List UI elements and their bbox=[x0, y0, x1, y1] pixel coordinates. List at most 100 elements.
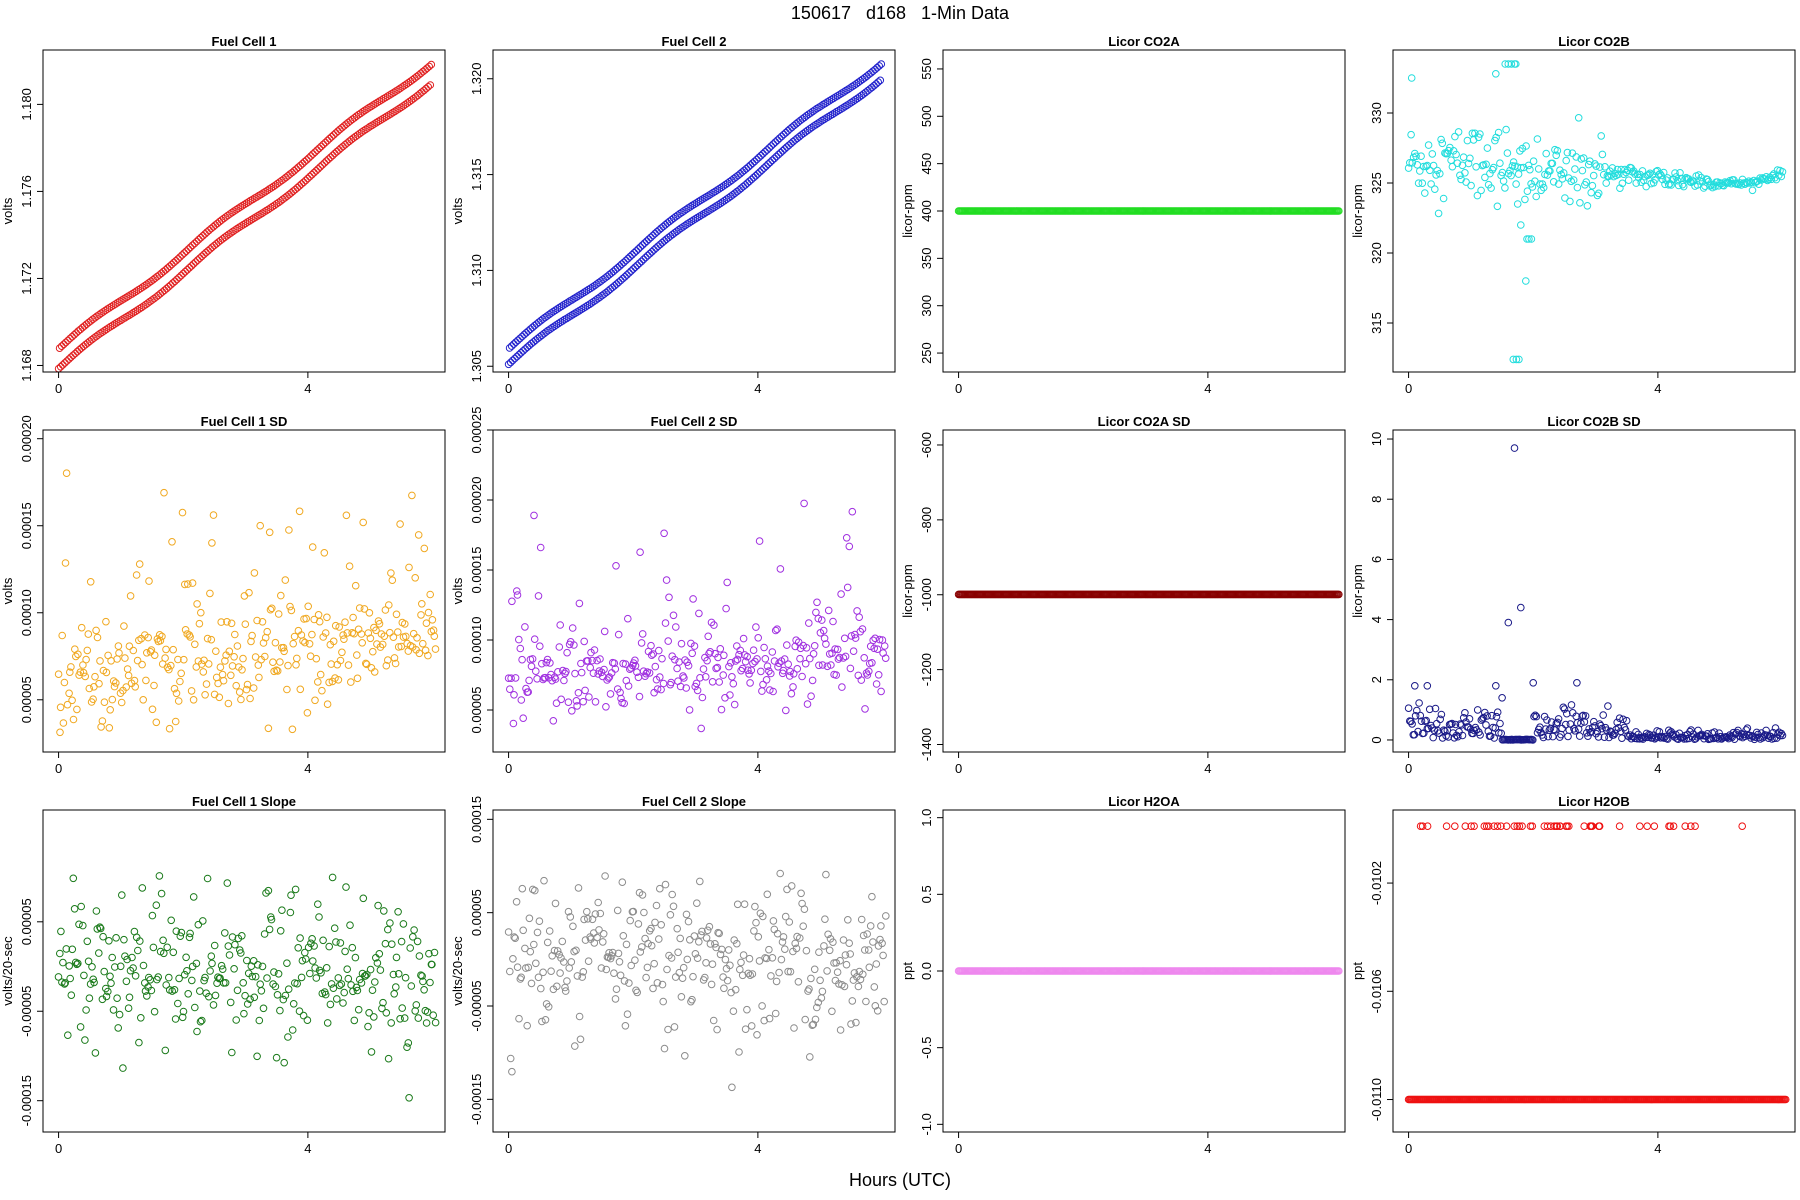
data-point bbox=[521, 944, 529, 953]
data-point bbox=[232, 1016, 240, 1024]
data-point bbox=[176, 932, 185, 941]
data-point bbox=[110, 682, 119, 691]
data-point bbox=[343, 965, 352, 974]
data-point bbox=[807, 974, 815, 983]
data-point bbox=[1673, 176, 1682, 185]
data-point bbox=[507, 674, 515, 683]
data-point bbox=[805, 985, 813, 993]
x-tick-label: 4 bbox=[754, 381, 761, 396]
data-point bbox=[423, 1008, 432, 1016]
data-point bbox=[56, 363, 65, 371]
data-point bbox=[57, 927, 65, 936]
data-point bbox=[325, 678, 333, 687]
data-point bbox=[769, 917, 778, 925]
data-point bbox=[1509, 158, 1518, 166]
data-point bbox=[380, 632, 389, 641]
data-point bbox=[1575, 732, 1584, 740]
data-point bbox=[600, 665, 608, 674]
data-point bbox=[526, 947, 535, 956]
y-axis-label: licor-ppm bbox=[1350, 184, 1365, 237]
y-tick-label: 4 bbox=[1369, 616, 1384, 623]
data-point bbox=[1517, 164, 1525, 172]
data-point bbox=[232, 206, 240, 214]
y-tick-label: 500 bbox=[919, 105, 934, 127]
data-point bbox=[1482, 721, 1490, 729]
data-point bbox=[789, 683, 797, 691]
data-point bbox=[1599, 170, 1608, 179]
data-point bbox=[114, 298, 122, 307]
data-point bbox=[1465, 715, 1474, 723]
data-point bbox=[362, 125, 370, 134]
x-tick-label: 4 bbox=[1204, 761, 1211, 776]
data-point bbox=[546, 659, 554, 667]
data-point bbox=[599, 930, 608, 938]
data-point bbox=[515, 1014, 523, 1023]
data-point bbox=[407, 982, 416, 990]
data-point bbox=[65, 355, 73, 363]
data-point bbox=[717, 705, 726, 714]
data-point bbox=[1558, 724, 1566, 733]
data-point bbox=[96, 923, 104, 932]
data-point bbox=[865, 667, 873, 676]
data-point bbox=[671, 973, 680, 981]
x-tick-label: 0 bbox=[55, 761, 62, 776]
data-point bbox=[307, 152, 315, 160]
data-point bbox=[203, 634, 212, 643]
data-point bbox=[573, 972, 582, 980]
data-point bbox=[594, 898, 603, 907]
data-point bbox=[620, 699, 629, 708]
data-point bbox=[1473, 706, 1482, 714]
y-tick-label: 0.00020 bbox=[469, 477, 484, 524]
data-point bbox=[877, 60, 886, 68]
data-point bbox=[579, 968, 588, 976]
data-point bbox=[1679, 182, 1688, 191]
data-point bbox=[1502, 125, 1510, 134]
data-point bbox=[179, 1007, 188, 1016]
data-point bbox=[579, 304, 588, 313]
x-tick-label: 4 bbox=[754, 1141, 761, 1156]
data-point bbox=[570, 641, 578, 649]
y-tick-label: 1.315 bbox=[469, 158, 484, 191]
data-point bbox=[703, 656, 711, 665]
data-point bbox=[652, 901, 661, 910]
data-point bbox=[365, 1009, 373, 1017]
data-point bbox=[516, 975, 525, 983]
data-point bbox=[1459, 153, 1468, 161]
data-point bbox=[344, 661, 353, 669]
data-point bbox=[659, 997, 668, 1006]
data-point bbox=[737, 666, 745, 675]
y-axis-label: volts bbox=[0, 577, 15, 604]
data-point bbox=[516, 334, 524, 343]
data-point bbox=[1451, 132, 1459, 141]
data-point bbox=[504, 360, 513, 369]
data-point bbox=[511, 354, 519, 363]
data-point bbox=[818, 987, 827, 996]
data-point bbox=[536, 543, 545, 552]
data-point bbox=[406, 944, 415, 952]
data-point bbox=[789, 670, 798, 678]
data-point bbox=[271, 982, 280, 991]
panel-title: Licor CO2A bbox=[1108, 34, 1180, 49]
data-point bbox=[1548, 159, 1557, 168]
data-point bbox=[207, 952, 216, 961]
data-point bbox=[100, 967, 108, 976]
data-point bbox=[722, 604, 730, 613]
data-point bbox=[170, 684, 179, 693]
data-point bbox=[626, 252, 634, 261]
data-point bbox=[117, 316, 125, 325]
data-point bbox=[578, 973, 587, 981]
data-point bbox=[294, 163, 303, 171]
data-point bbox=[392, 610, 401, 619]
y-tick-label: 550 bbox=[919, 58, 934, 80]
data-point bbox=[614, 949, 623, 958]
data-point bbox=[330, 149, 339, 158]
data-point bbox=[1466, 154, 1474, 163]
data-point bbox=[221, 657, 229, 665]
data-point bbox=[136, 937, 144, 945]
data-point bbox=[403, 1043, 411, 1051]
data-point bbox=[861, 705, 869, 713]
data-point bbox=[64, 336, 72, 345]
data-point bbox=[239, 654, 247, 663]
data-point bbox=[754, 933, 763, 941]
